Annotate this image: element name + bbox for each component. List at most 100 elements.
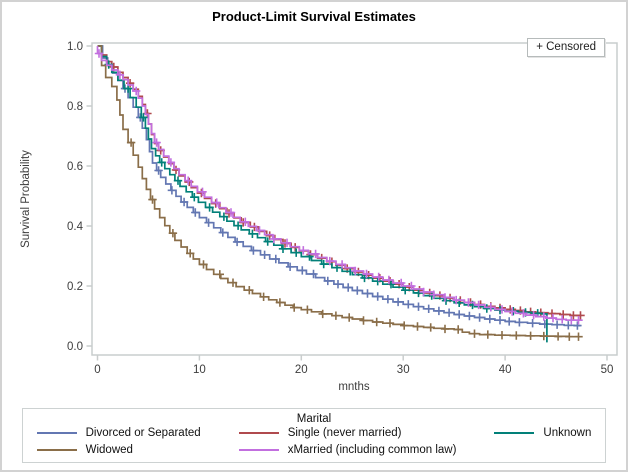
censor-plus-mark (345, 313, 354, 322)
censor-plus-mark (548, 313, 558, 323)
censor-plus-mark (569, 311, 578, 320)
censor-plus-mark (204, 218, 213, 227)
censor-plus-mark (393, 297, 403, 307)
censor-plus-mark (333, 280, 343, 289)
legend-grid: Divorced or Separated Single (never marri… (36, 427, 592, 456)
censor-plus-mark (186, 249, 195, 258)
plot-border (91, 42, 618, 356)
censor-plus-mark (282, 238, 292, 247)
censor-plus-mark (226, 208, 236, 217)
legend-item-label: Unknown (543, 427, 592, 439)
survival-curve-single-never-married- (97, 45, 582, 317)
censor-plus-mark (260, 250, 269, 259)
censor-plus-mark (576, 311, 585, 320)
y-tick-label: 1.0 (67, 41, 83, 53)
censor-plus-mark (278, 244, 288, 253)
x-tick-label: 20 (295, 364, 308, 376)
censor-plus-mark (143, 109, 152, 118)
censor-plus-mark (331, 311, 341, 320)
censor-plus-mark (132, 86, 141, 96)
censor-plus-mark (190, 193, 199, 202)
legend-line-swatch (238, 432, 279, 434)
censor-plus-mark (407, 281, 416, 291)
censor-plus-mark (148, 195, 157, 204)
x-tick-label: 50 (601, 364, 614, 376)
legend-line-swatch (238, 449, 279, 451)
censor-plus-mark (475, 313, 484, 322)
censor-plus-mark (241, 217, 250, 226)
censor-plus-mark (401, 286, 410, 295)
legend-line-swatch (36, 449, 77, 451)
y-tick-label: 0.0 (67, 341, 83, 353)
censor-plus-mark (275, 298, 285, 307)
censor-plus-mark (290, 303, 299, 312)
censor-plus-mark (519, 309, 528, 318)
y-axis-title: Survival Probability (20, 150, 32, 248)
censor-plus-mark (215, 270, 224, 279)
censor-plus-mark (397, 278, 406, 288)
legend-item: Divorced or Separated (36, 427, 201, 439)
censor-plus-mark (464, 298, 473, 307)
censor-plus-mark (413, 322, 422, 331)
censor-plus-mark (191, 208, 200, 217)
censor-plus-mark (298, 266, 307, 275)
censor-plus-mark (512, 331, 521, 340)
censor-plus-mark (363, 289, 372, 298)
censor-plus-mark (497, 331, 507, 340)
censor-plus-mark (452, 295, 461, 305)
censor-plus-mark (373, 292, 382, 301)
censor-plus-mark (168, 229, 178, 238)
censor-plus-mark (228, 278, 238, 287)
y-tick-label: 0.2 (67, 281, 83, 293)
legend-title: Marital (296, 413, 332, 425)
censor-plus-mark (455, 310, 464, 319)
censor-plus-mark (94, 49, 104, 58)
y-tick-label: 0.4 (67, 221, 84, 233)
censor-plus-mark (564, 321, 573, 330)
censor-plus-mark (126, 138, 136, 147)
censor-plus-mark (573, 321, 582, 330)
censor-plus-mark (157, 158, 166, 167)
censor-plus-mark (325, 256, 334, 266)
censor-plus-mark (359, 316, 368, 325)
censor-plus-mark (485, 314, 494, 324)
censor-plus-mark (434, 306, 444, 316)
censor-plus-mark (218, 228, 227, 237)
censor-plus-mark (337, 260, 347, 269)
censor-plus-mark (249, 246, 258, 255)
censor-plus-mark (115, 70, 125, 79)
survival-curve-widowed (97, 45, 580, 338)
censor-plus-mark (414, 288, 423, 298)
legend-item: Single (never married) (238, 427, 457, 439)
censor-plus-mark (539, 331, 548, 341)
censor-plus-mark (426, 323, 435, 332)
censor-plus-mark (539, 312, 548, 321)
censor-plus-mark (271, 254, 280, 264)
legend-line-swatch (36, 432, 77, 434)
censor-plus-mark (552, 320, 562, 329)
censor-plus-mark (309, 269, 318, 279)
censor-plus-mark (529, 310, 538, 320)
censor-plus-mark (351, 266, 360, 276)
legend-item: Widowed (36, 444, 201, 456)
y-tick-label: 0.6 (67, 161, 83, 173)
censor-plus-mark (263, 237, 272, 246)
censor-plus-mark (528, 319, 537, 328)
x-tick-label: 10 (193, 364, 206, 376)
censor-plus-mark (440, 293, 450, 302)
y-tick-label: 0.8 (67, 101, 83, 113)
censor-plus-mark (385, 319, 395, 328)
censor-plus-mark (344, 283, 353, 292)
legend-line-swatch (494, 432, 535, 434)
censor-plus-mark (179, 197, 189, 207)
censor-plus-mark (553, 332, 563, 341)
censor-plus-mark (299, 246, 308, 255)
legend-frame: Marital Divorced or Separated Single (nev… (21, 408, 607, 463)
censor-plus-mark (303, 305, 312, 314)
censor-plus-mark (232, 237, 242, 247)
legend: Marital Divorced or Separated Single (nev… (2, 408, 626, 463)
legend-item: xMarried (including common law) (238, 444, 456, 456)
censor-plus-mark (245, 286, 254, 295)
censor-plus-mark (154, 166, 163, 175)
censor-plus-mark (515, 318, 524, 327)
